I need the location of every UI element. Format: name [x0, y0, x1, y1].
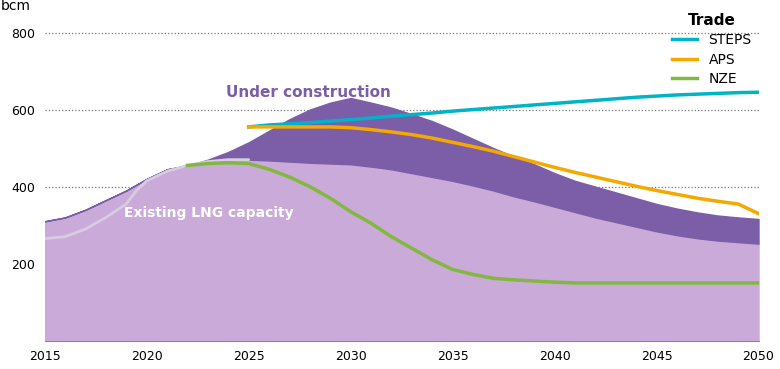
Text: Existing LNG capacity: Existing LNG capacity: [124, 206, 294, 220]
Legend: STEPS, APS, NZE: STEPS, APS, NZE: [667, 7, 757, 92]
Y-axis label: bcm: bcm: [2, 0, 31, 13]
Text: Under construction: Under construction: [226, 85, 392, 100]
